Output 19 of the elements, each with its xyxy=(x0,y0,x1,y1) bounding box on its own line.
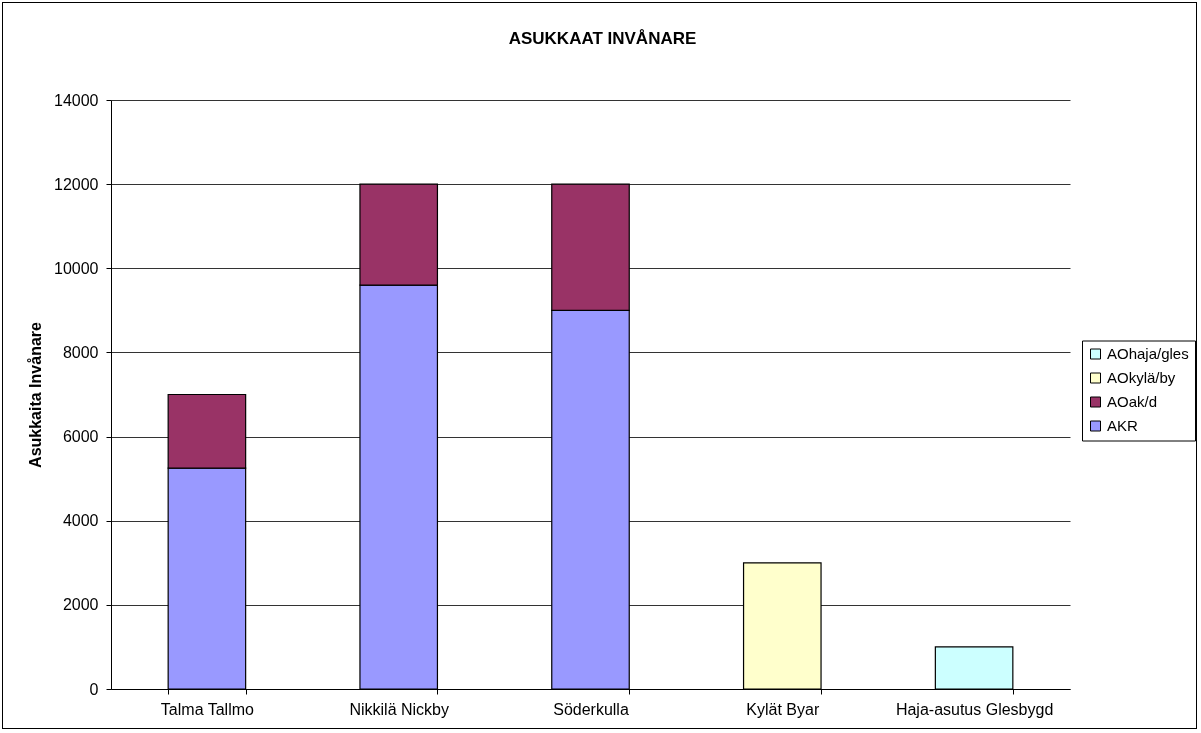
y-tick-label: 6000 xyxy=(62,428,99,446)
x-tick-label: Söderkulla xyxy=(553,700,629,718)
legend-label: AOak/d xyxy=(1107,393,1158,410)
chart-title: ASUKKAAT INVÅNARE xyxy=(508,29,697,48)
y-tick-label: 10000 xyxy=(54,259,99,277)
y-tick-label: 8000 xyxy=(62,343,99,361)
x-tick-label: Haja-asutus Glesbygd xyxy=(895,700,1054,718)
y-tick-label: 14000 xyxy=(54,91,99,109)
legend-label: AKR xyxy=(1107,417,1139,434)
y-tick-label: 4000 xyxy=(62,512,99,530)
y-tick-label: 2000 xyxy=(62,596,99,614)
legend-label: AOkylä/by xyxy=(1107,369,1176,386)
y-tick-label: 12000 xyxy=(54,175,99,193)
x-tick-label: Kylät Byar xyxy=(746,700,820,718)
y-axis-title: Asukkaita Invånare xyxy=(27,321,45,468)
y-tick-label: 0 xyxy=(89,680,99,698)
x-tick-label: Nikkilä Nickby xyxy=(349,700,449,718)
x-tick-label: Talma Tallmo xyxy=(160,700,255,718)
legend-label: AOhaja/gles xyxy=(1107,345,1189,362)
